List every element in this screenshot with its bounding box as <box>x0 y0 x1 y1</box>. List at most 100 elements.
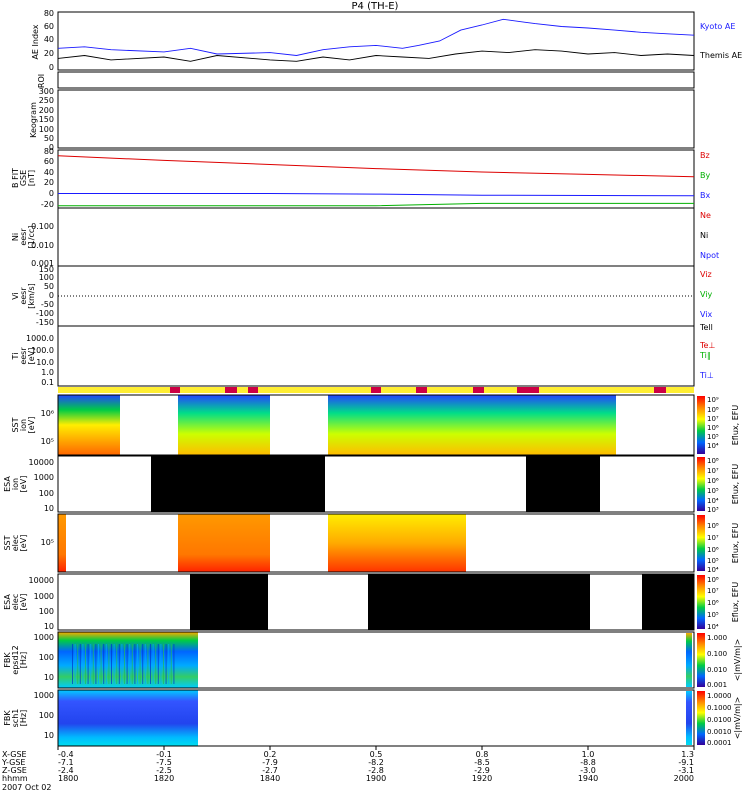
velocity-tick: 0 <box>49 291 54 300</box>
bfield-ylabel: B FIT <box>11 168 20 188</box>
keogram-ylabel: Keogram <box>29 102 38 138</box>
cbar-tick: 10⁵ <box>707 433 719 441</box>
keogram-tick: 50 <box>44 134 54 143</box>
fbk-stripe <box>170 644 172 684</box>
velocity-tick: -100 <box>36 309 54 318</box>
cbar-tick: 10⁶ <box>707 477 719 485</box>
keogram-tick: 250 <box>39 96 54 105</box>
themis-ae-legend: Themis AE <box>699 51 742 60</box>
fbk-stripe <box>98 644 99 684</box>
bfield-tick: 40 <box>44 168 54 177</box>
cbar-tick: 1.000 <box>707 634 727 642</box>
cbar-tick: 10⁹ <box>707 396 719 404</box>
cbar-tick: 0.0001 <box>707 739 732 747</box>
esa-elec-tick: 100 <box>39 607 54 616</box>
kyoto-ae-line <box>57 18 695 56</box>
fbk-stripe <box>105 644 107 684</box>
fbk-b-panel: 1000 100 10 FBK sch1 [Hz] 1.0000 0.1000 … <box>3 689 742 747</box>
esa-ion-ylabel: [eV] <box>19 476 28 493</box>
fbk-stripe <box>113 644 115 684</box>
x-axis-row-label: Z-GSE <box>2 766 27 775</box>
ae-tick: 40 <box>44 35 54 44</box>
x-axis-label: -7.5 <box>156 758 172 767</box>
fbk-stripe <box>100 644 102 684</box>
mode-bar-burst <box>371 387 381 393</box>
fbk-stripe <box>124 644 125 684</box>
fbk-e-tick: 10 <box>44 673 54 682</box>
x-axis-label: -8.5 <box>474 758 490 767</box>
fbk-stripe <box>150 644 151 684</box>
sst-ion-colorbar <box>697 396 705 454</box>
x-axis-label: -7.9 <box>262 758 278 767</box>
ti-par-legend: Ti∥ <box>699 351 711 360</box>
spectrogram-block <box>642 574 694 630</box>
fbk-stripe <box>131 644 133 684</box>
cbar-tick: 0.1000 <box>707 704 732 712</box>
mode-bar-burst <box>225 387 237 393</box>
by-line <box>58 202 694 207</box>
bfield-tick: 0 <box>49 189 54 198</box>
cbar-tick: 10⁵ <box>707 487 719 495</box>
velocity-tick: -150 <box>36 318 54 327</box>
cbar-tick: 10⁴ <box>707 566 719 574</box>
x-axis-label: -3.0 <box>580 766 596 775</box>
fbk-e-edge <box>686 633 692 687</box>
sst-elec-ylabel: SST <box>3 535 12 550</box>
fbk-stripe <box>165 644 167 684</box>
fbk-stripes <box>72 644 175 684</box>
fbk-stripe <box>137 644 138 684</box>
x-axis-label: -8.2 <box>368 758 384 767</box>
esa-elec-ylabel: elec <box>11 594 20 610</box>
esa-ion-tick: 10 <box>44 504 54 513</box>
x-axis-label: 1940 <box>578 774 598 783</box>
esa-elec-panel: 10000 1000 100 10 ESA elec [eV] 10⁸ 10⁷ … <box>3 573 740 631</box>
density-ylabel: eesr <box>19 228 28 246</box>
velocity-panel: 150 100 50 0 -50 -100 -150 Vi eesr [km/s… <box>11 265 713 327</box>
fbk-stripe <box>92 644 94 684</box>
x-axis-label: -7.1 <box>58 758 74 767</box>
fbk-stripe <box>77 644 79 684</box>
esa-ion-tick: 1000 <box>34 473 54 482</box>
x-axis-label: -0.1 <box>156 750 172 759</box>
bz-line <box>57 155 695 178</box>
sst-elec-ylabel: elec <box>11 535 20 551</box>
fbk-stripe <box>90 644 92 684</box>
bfield-ylabel: GSE <box>19 170 28 186</box>
bfield-tick: 20 <box>44 178 54 187</box>
x-axis-label: -2.7 <box>262 766 278 775</box>
fbk-stripe <box>95 644 97 684</box>
fbk-stripe <box>160 644 162 684</box>
x-axis-label: -0.4 <box>58 750 74 759</box>
mode-bar-burst <box>473 387 484 393</box>
te-perp-legend: Te⊥ <box>699 341 715 350</box>
esa-ion-tick: 100 <box>39 489 54 498</box>
spectrogram-block <box>178 395 270 455</box>
bfield-tick: -20 <box>41 200 54 209</box>
sst-ion-tick: 10⁶ <box>41 409 54 418</box>
cbar-label: <|mV/m|> <box>733 697 742 740</box>
npot-legend: Npot <box>700 251 719 260</box>
ae-tick: 0 <box>49 63 54 72</box>
esa-ion-frame <box>57 455 695 513</box>
bx-legend: Bx <box>700 191 710 200</box>
ae-panel-frame <box>57 11 695 71</box>
viz-legend: Viz <box>700 270 712 279</box>
velocity-tick: -50 <box>41 300 54 309</box>
cbar-tick: 10⁴ <box>707 623 719 631</box>
x-axis-label: -9.1 <box>678 758 694 767</box>
sst-ion-panel: 10⁶ 10⁵ SST ion [eV] 10⁹ 10⁸ 10⁷ 10⁶ 10⁵… <box>11 394 740 456</box>
spectrogram-block <box>58 690 198 746</box>
x-axis-label: 1800 <box>58 774 78 783</box>
spectrogram-block <box>178 514 270 572</box>
fbk-stripe <box>152 644 154 684</box>
cbar-tick: 0.0100 <box>707 716 732 724</box>
temperature-tick: 1000.0 <box>26 334 54 343</box>
velocity-ylabel: [km/s] <box>27 283 36 309</box>
keogram-tick: 200 <box>39 106 54 115</box>
density-panel: 0.100 0.010 0.001 Ni eesr [1/cc] Ne Ni N… <box>11 211 719 268</box>
keogram-panel: 300 250 200 150 100 50 0 Keogram <box>29 87 54 152</box>
x-axis-row-label: hhmm <box>2 774 28 783</box>
fbk-b-tick: 1000 <box>34 691 54 700</box>
x-axis: X-GSE Y-GSE Z-GSE hhmm 2007 Oct 02 -0.4-… <box>1 746 695 792</box>
velocity-ylabel: eesr <box>19 287 28 305</box>
